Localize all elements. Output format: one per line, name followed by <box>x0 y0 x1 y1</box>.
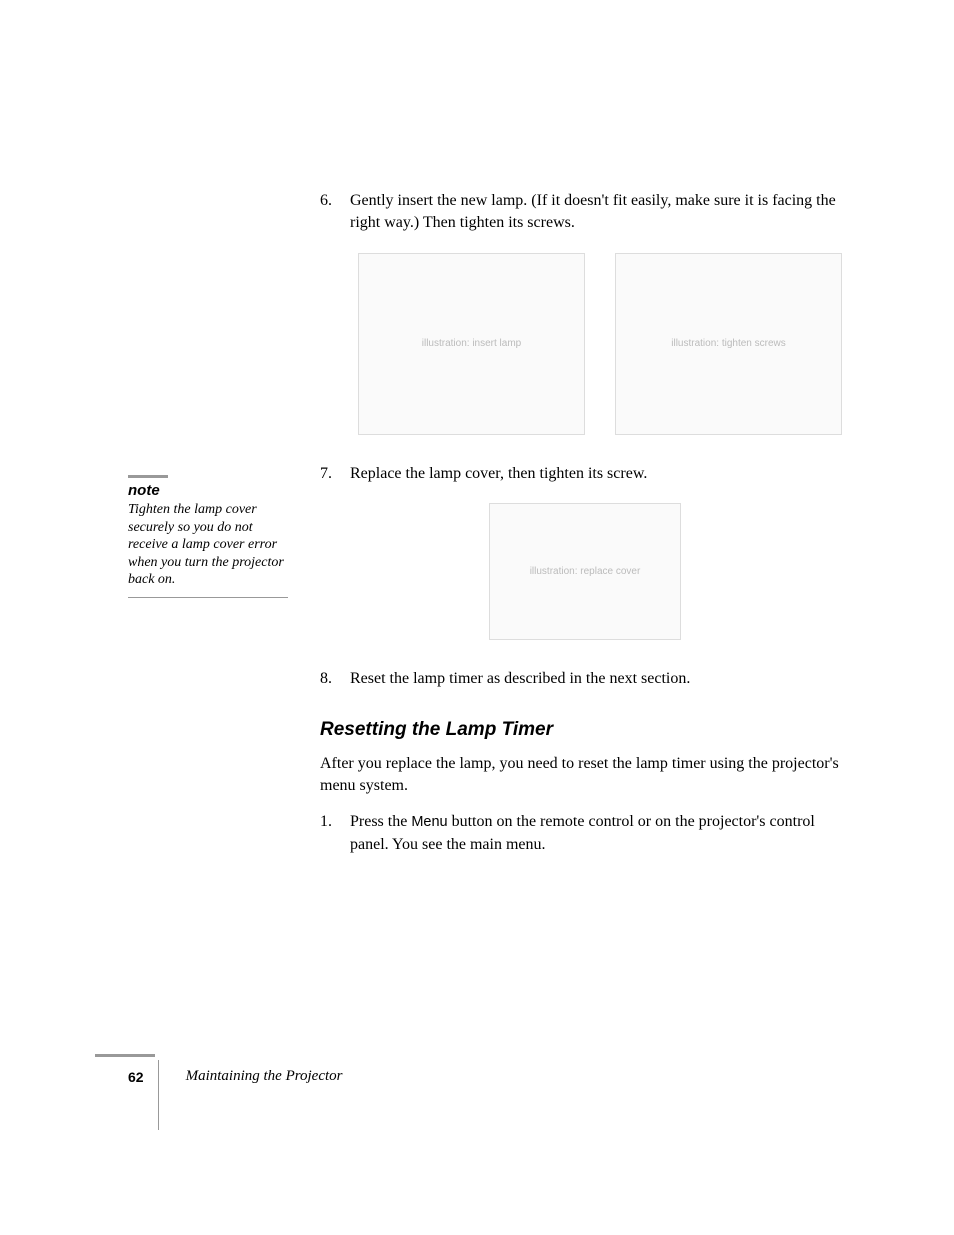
menu-button-label: Menu <box>411 814 447 830</box>
note-rule-bottom <box>128 597 288 598</box>
note-rule-top <box>128 475 168 478</box>
step-7: 7. Replace the lamp cover, then tighten … <box>320 463 850 485</box>
step-number: 7. <box>320 463 350 485</box>
step-text: Gently insert the new lamp. (If it doesn… <box>350 190 850 235</box>
note-body: Tighten the lamp cover securely so you d… <box>128 501 288 589</box>
figure-insert-lamp: illustration: insert lamp <box>358 253 585 435</box>
footer-chapter-title: Maintaining the Projector <box>186 1068 343 1085</box>
step-text: Replace the lamp cover, then tighten its… <box>350 463 850 485</box>
page-number: 62 <box>128 1069 144 1085</box>
page: note Tighten the lamp cover securely so … <box>0 0 954 1235</box>
step-number: 6. <box>320 190 350 235</box>
figure-replace-cover: illustration: replace cover <box>489 503 681 640</box>
step-8: 8. Reset the lamp timer as described in … <box>320 668 850 690</box>
step-1: 1. Press the Menu button on the remote c… <box>320 811 850 856</box>
note-heading: note <box>128 482 288 499</box>
step-text: Reset the lamp timer as described in the… <box>350 668 850 690</box>
figure-tighten-screws: illustration: tighten screws <box>615 253 842 435</box>
figure-row-2: illustration: replace cover <box>440 503 730 640</box>
section-intro: After you replace the lamp, you need to … <box>320 753 850 798</box>
footer-rule <box>95 1054 155 1057</box>
margin-note: note Tighten the lamp cover securely so … <box>128 475 288 598</box>
page-footer: 62 Maintaining the Projector <box>128 1068 343 1085</box>
step-text: Press the Menu button on the remote cont… <box>350 811 850 856</box>
main-column: 6. Gently insert the new lamp. (If it do… <box>320 190 850 868</box>
step-number: 1. <box>320 811 350 856</box>
step-text-pre: Press the <box>350 813 411 830</box>
figure-row-1: illustration: insert lamp illustration: … <box>350 253 850 435</box>
step-6: 6. Gently insert the new lamp. (If it do… <box>320 190 850 235</box>
section-heading: Resetting the Lamp Timer <box>320 719 850 741</box>
step-number: 8. <box>320 668 350 690</box>
